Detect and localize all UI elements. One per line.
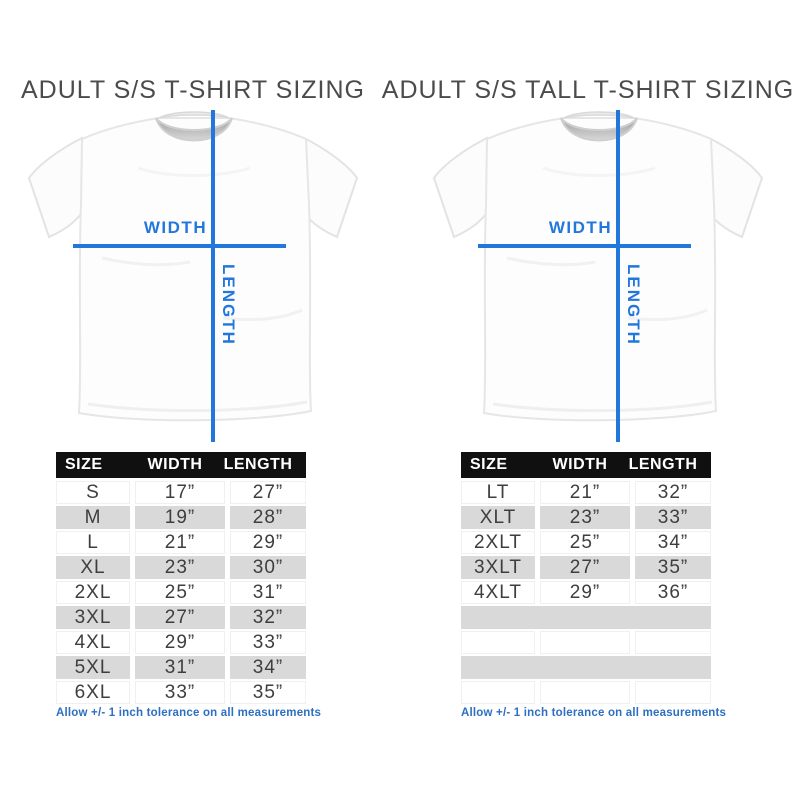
header-cell: SIZE [470, 456, 508, 473]
width-cell: 17” [135, 481, 225, 504]
tall-size-table: SIZE WIDTH LENGTH LT 21” 32” XLT 23” 33” 2XLT 25” 3… [461, 452, 711, 706]
regular-panel-title: ADULT S/S T-SHIRT SIZING [21, 76, 365, 104]
length-cell [635, 631, 711, 654]
size-row: 2XLT 25” 34” [461, 531, 711, 554]
length-cell: 33” [635, 506, 711, 529]
header-cell: LENGTH [223, 456, 293, 473]
width-cell: 23” [135, 556, 225, 579]
width-cell [540, 631, 630, 654]
width-cell: 29” [540, 581, 630, 604]
size-row: XL 23” 30” [56, 556, 306, 579]
length-cell: 33” [230, 631, 306, 654]
size-cell: S [56, 481, 130, 504]
size-row: S 17” 27” [56, 481, 306, 504]
regular-size-table: SIZE WIDTH LENGTH S 17” 27” M 19” 28” L 21” 29” XL 23… [56, 452, 306, 706]
width-measure-line [73, 244, 286, 248]
width-label: WIDTH [548, 218, 613, 237]
size-cell: 5XL [56, 656, 130, 679]
size-row: M 19” 28” [56, 506, 306, 529]
size-cell: 3XL [56, 606, 130, 629]
size-row: 2XL 25” 31” [56, 581, 306, 604]
length-label: LENGTH [219, 264, 238, 346]
width-measure-line [478, 244, 691, 248]
length-cell: 35” [230, 681, 306, 704]
length-cell: 31” [230, 581, 306, 604]
size-cell: M [56, 506, 130, 529]
size-row: 5XL 31” 34” [56, 656, 306, 679]
size-row: 3XLT 27” 35” [461, 556, 711, 579]
width-cell [540, 681, 630, 704]
length-label: LENGTH [624, 264, 643, 346]
length-cell: 34” [635, 531, 711, 554]
tshirt-graphic [27, 111, 359, 422]
length-cell: 28” [230, 506, 306, 529]
length-cell: 32” [230, 606, 306, 629]
empty-row [461, 681, 711, 704]
length-measure-line [616, 110, 620, 442]
size-cell [461, 606, 535, 629]
width-cell: 21” [540, 481, 630, 504]
size-cell [461, 681, 535, 704]
regular-shirt-diagram: WIDTH LENGTH [18, 108, 368, 446]
tshirt-graphic [432, 111, 764, 422]
empty-row [461, 606, 711, 629]
length-cell [635, 606, 711, 629]
size-cell [461, 656, 535, 679]
width-cell: 27” [135, 606, 225, 629]
width-cell [540, 656, 630, 679]
size-cell: L [56, 531, 130, 554]
size-cell: XLT [461, 506, 535, 529]
length-cell [635, 656, 711, 679]
size-cell: 4XL [56, 631, 130, 654]
width-cell: 33” [135, 681, 225, 704]
length-cell: 32” [635, 481, 711, 504]
size-cell: XL [56, 556, 130, 579]
table-header-row: SIZE WIDTH LENGTH [56, 452, 306, 478]
tolerance-note: Allow +/- 1 inch tolerance on all measur… [56, 707, 322, 719]
size-row: 3XL 27” 32” [56, 606, 306, 629]
size-cell: 2XL [56, 581, 130, 604]
header-cell: WIDTH [147, 456, 203, 473]
size-row: XLT 23” 33” [461, 506, 711, 529]
width-label: WIDTH [143, 218, 208, 237]
length-cell: 35” [635, 556, 711, 579]
length-cell [635, 681, 711, 704]
size-row: LT 21” 32” [461, 481, 711, 504]
size-cell: 4XLT [461, 581, 535, 604]
tall-shirt-diagram: WIDTH LENGTH [423, 108, 773, 446]
width-cell: 21” [135, 531, 225, 554]
header-cell: WIDTH [552, 456, 608, 473]
size-row: 4XL 29” 33” [56, 631, 306, 654]
size-cell: LT [461, 481, 535, 504]
width-cell: 23” [540, 506, 630, 529]
width-cell [540, 606, 630, 629]
width-cell: 27” [540, 556, 630, 579]
length-cell: 36” [635, 581, 711, 604]
size-row: 4XLT 29” 36” [461, 581, 711, 604]
length-cell: 29” [230, 531, 306, 554]
size-row: 6XL 33” 35” [56, 681, 306, 704]
size-cell: 6XL [56, 681, 130, 704]
tolerance-note: Allow +/- 1 inch tolerance on all measur… [461, 707, 727, 719]
header-cell: SIZE [65, 456, 103, 473]
width-cell: 31” [135, 656, 225, 679]
length-cell: 27” [230, 481, 306, 504]
size-cell: 3XLT [461, 556, 535, 579]
width-cell: 25” [135, 581, 225, 604]
width-cell: 19” [135, 506, 225, 529]
table-header-row: SIZE WIDTH LENGTH [461, 452, 711, 478]
size-row: L 21” 29” [56, 531, 306, 554]
size-cell [461, 631, 535, 654]
width-cell: 25” [540, 531, 630, 554]
length-cell: 30” [230, 556, 306, 579]
size-cell: 2XLT [461, 531, 535, 554]
empty-row [461, 631, 711, 654]
length-measure-line [211, 110, 215, 442]
empty-row [461, 656, 711, 679]
header-cell: LENGTH [628, 456, 698, 473]
width-cell: 29” [135, 631, 225, 654]
length-cell: 34” [230, 656, 306, 679]
tall-panel-title: ADULT S/S TALL T-SHIRT SIZING [381, 76, 795, 104]
